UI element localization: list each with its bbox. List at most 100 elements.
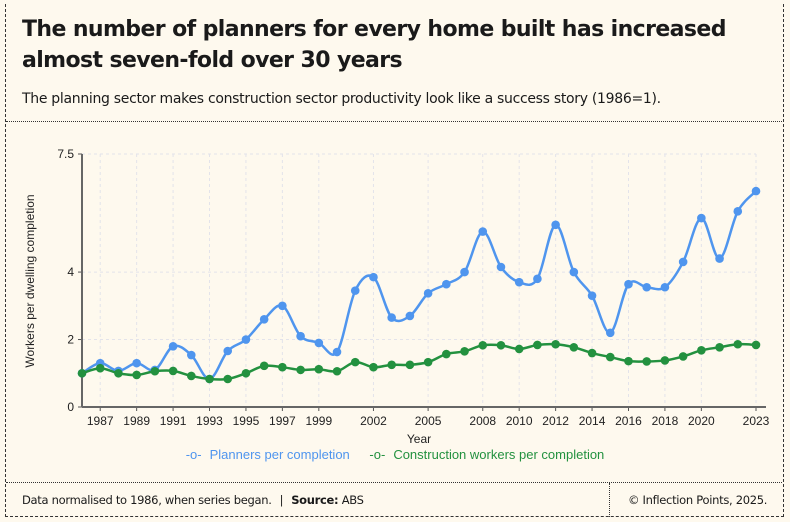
data-point [314,338,324,348]
x-tick-label: 2018 [652,414,679,428]
data-point [387,360,396,370]
y-axis-label: Workers per dwelling completion [23,194,37,367]
data-point [259,314,269,324]
source-label: Source: [291,493,339,507]
data-point [350,286,360,295]
data-point [660,356,670,365]
data-point [587,348,597,358]
x-axis-label: Year [407,432,431,446]
data-point [533,340,542,350]
x-tick-label: 2008 [469,414,496,428]
data-point [369,362,378,372]
x-tick-label: 2012 [542,414,569,428]
y-tick-label: 0 [67,400,74,414]
x-tick-label: 1987 [87,414,114,428]
x-tick-label: 2023 [743,414,770,428]
data-point [605,352,615,362]
data-point [478,227,488,236]
data-point [605,328,615,338]
legend-label: Construction workers per completion [393,447,605,462]
data-point [478,340,488,350]
data-point [569,342,579,352]
data-point [168,341,178,351]
data-point [514,277,524,287]
data-point [442,279,451,289]
data-point [369,272,378,282]
x-tick-label: 2020 [688,414,715,428]
chart-frame [5,4,784,517]
axes: 1987 1989 1991 1993 1995 1997 1999 2002 2005 2008… [57,147,769,428]
footer: Data normalised to 1986, when series beg… [6,482,782,517]
data-point [496,340,506,350]
data-point [150,366,160,376]
data-point [642,357,652,366]
legend-item-planners[interactable]: -o- Planners per completion [182,447,358,462]
x-tick-label: 1995 [233,414,260,428]
legend-item-construction[interactable]: -o- Construction workers per completion [365,447,608,462]
chart-subtitle: The planning sector makes construction s… [22,91,661,107]
y-tick-label: 4 [67,265,74,279]
data-point [423,289,433,298]
data-point [168,366,178,376]
data-point [405,360,415,370]
grid [82,153,757,407]
data-point [715,342,724,352]
data-point [442,349,451,359]
data-point [460,267,469,277]
data-point [569,267,579,277]
x-tick-label: 2010 [506,414,533,428]
series-line-0 [81,190,757,381]
data-point [751,340,761,350]
y-tick-label: 2 [67,333,74,347]
data-point [678,257,688,267]
x-tick-label: 1993 [196,414,223,428]
data-point [223,346,233,356]
data-point [205,374,214,384]
data-point [551,220,560,230]
copyright: © Inflection Points, 2025. [628,493,768,507]
data-point [460,347,469,356]
footer-note: Data normalised to 1986, when series beg… [22,493,272,507]
header-divider [6,121,782,122]
x-tick-label: 1997 [269,414,296,428]
data-point [77,368,87,378]
data-point [132,370,141,380]
x-tick-label: 1999 [305,414,332,428]
legend: -o- Planners per completion -o- Constructi… [0,447,790,462]
data-point [296,365,305,375]
y-tick-label: 7.5 [57,147,74,161]
data-point [241,335,251,344]
data-point [350,357,360,367]
x-tick-label: 1989 [123,414,150,428]
data-point [405,311,415,321]
data-point [278,362,287,372]
data-point [314,364,324,374]
legend-marker-construction-icon: -o- [369,447,386,462]
data-point [423,357,433,367]
data-point [296,331,305,341]
data-point [733,339,743,349]
legend-marker-planners-icon: -o- [185,447,202,462]
chart-title: The number of planners for every home bu… [22,17,726,73]
x-tick-label: 1991 [160,414,187,428]
series [77,186,761,384]
data-point [551,339,560,349]
data-point [733,207,743,216]
data-point [387,313,396,322]
data-point [95,363,105,373]
data-point [259,361,269,371]
data-point [223,374,233,384]
data-point [186,371,196,381]
data-point [697,346,706,355]
data-point [533,274,542,284]
footer-pipe: | [279,493,284,507]
data-point [751,186,761,196]
data-point [587,291,597,300]
source-value: ABS [341,493,364,507]
copyright-cell: © Inflection Points, 2025. [609,483,783,517]
x-tick-label: 2014 [579,414,606,428]
data-point [114,368,123,378]
data-point [624,279,633,289]
data-point [715,254,724,263]
